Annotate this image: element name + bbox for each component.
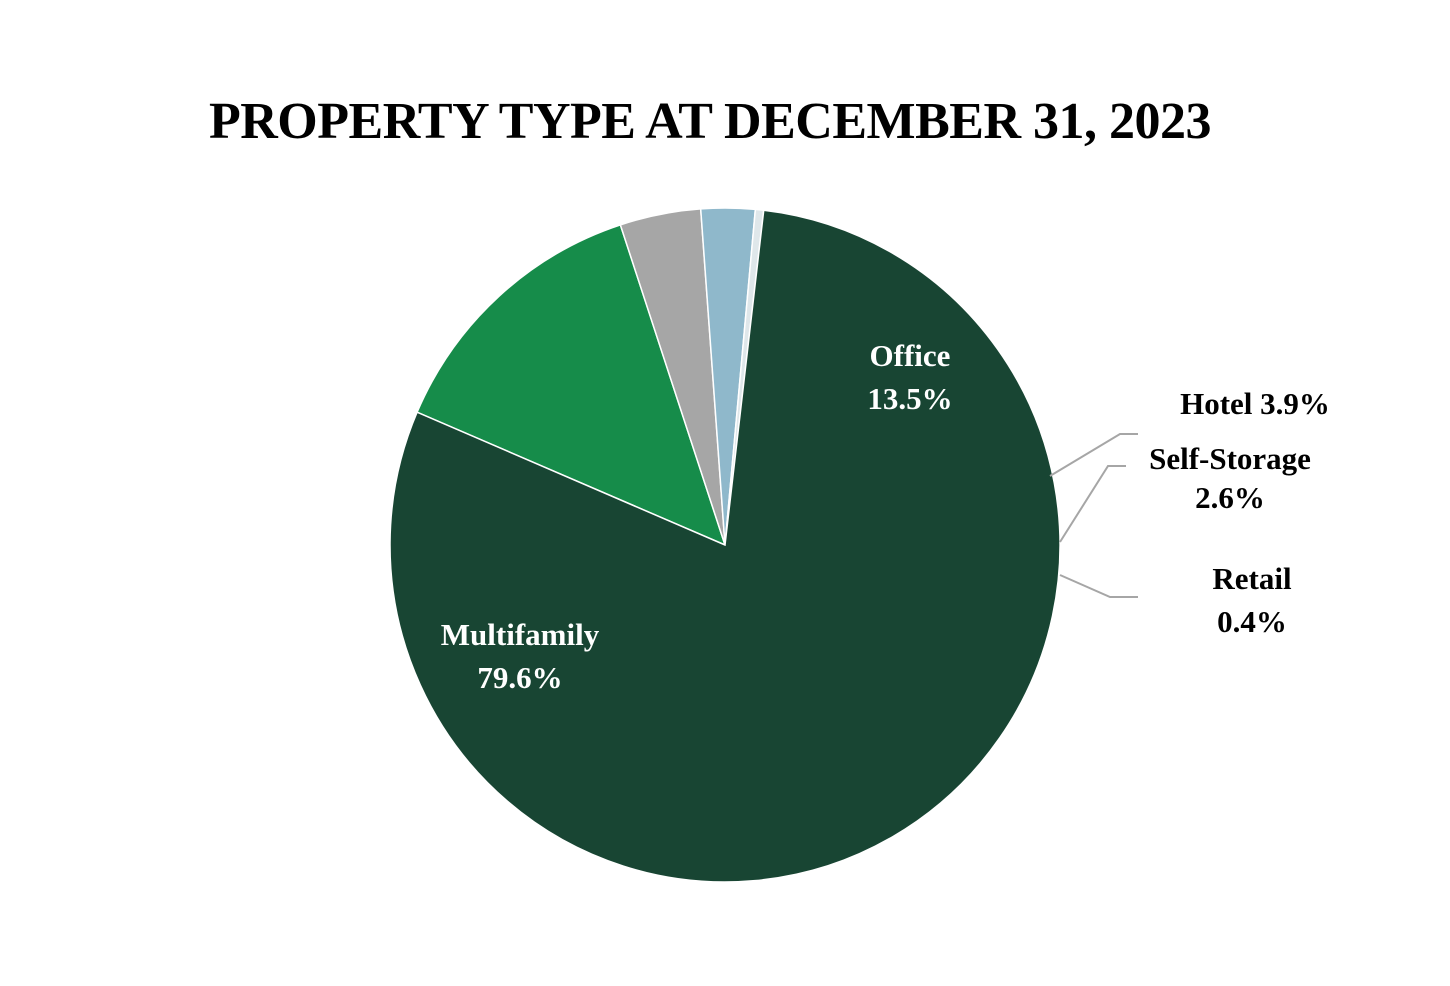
slice-labels: Office 13.5% Hotel 3.9% Self-Storage 2.6% Ret… <box>441 338 1330 695</box>
slice-label-retail-name: Retail <box>1212 561 1292 596</box>
slice-label-retail-value: 0.4% <box>1217 604 1287 639</box>
leader-line-hotel <box>1049 433 1138 477</box>
pie-slice-multifamily <box>389 209 1061 883</box>
slice-label-self-storage-value: 2.6% <box>1195 480 1265 515</box>
slice-label-self-storage-name: Self-Storage <box>1149 441 1311 476</box>
leader-lines <box>1049 433 1138 598</box>
leader-line-self-storage <box>1059 465 1126 543</box>
slice-label-multifamily-name: Multifamily <box>441 617 600 652</box>
slice-label-office-name: Office <box>870 338 951 373</box>
slice-label-multifamily-value: 79.6% <box>477 660 562 695</box>
leader-line-retail <box>1059 574 1138 598</box>
pie-slice-office <box>416 223 727 547</box>
pie-slices <box>389 207 1061 883</box>
chart-title: PROPERTY TYPE AT DECEMBER 31, 2023 <box>208 93 1212 150</box>
slice-label-hotel: Hotel 3.9% <box>1180 386 1330 421</box>
slice-label-office-value: 13.5% <box>867 381 952 416</box>
